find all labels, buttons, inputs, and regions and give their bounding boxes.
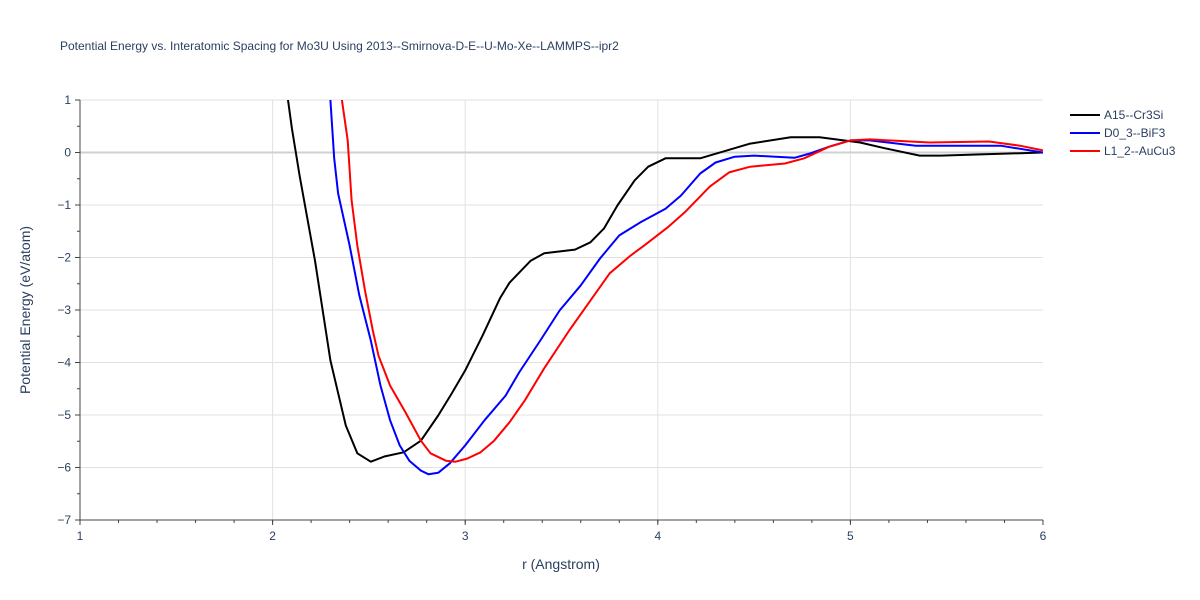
y-tick-label: −3	[57, 303, 71, 317]
legend-label: A15--Cr3Si	[1104, 108, 1163, 122]
legend-item[interactable]: L1_2--AuCu3	[1070, 144, 1176, 158]
grid	[80, 99, 1043, 520]
y-tick-label: 0	[64, 146, 71, 160]
legend-label: L1_2--AuCu3	[1104, 144, 1176, 158]
x-tick-label: 2	[269, 529, 276, 543]
y-tick-label: −6	[57, 461, 71, 475]
chart-title: Potential Energy vs. Interatomic Spacing…	[60, 39, 619, 53]
series-line-a15-cr3si	[287, 100, 1043, 463]
x-axis-title: r (Angstrom)	[522, 556, 600, 572]
x-tick-label: 4	[654, 529, 661, 543]
legend-label: D0_3--BiF3	[1104, 126, 1166, 140]
x-tick-label: 6	[1040, 529, 1047, 543]
x-tick-label: 3	[462, 529, 469, 543]
y-tick-label: −4	[57, 356, 71, 370]
series-line-l1-2-aucu3	[340, 100, 1043, 463]
y-tick-label: −5	[57, 408, 71, 422]
legend-item[interactable]: D0_3--BiF3	[1070, 126, 1166, 140]
y-tick-label: 1	[64, 93, 71, 107]
axes: 1 2 3 4 5 6 1 0 −1 −2 −3 −4 −5 −6 −7	[57, 93, 1046, 543]
y-tick-label: −2	[57, 251, 71, 265]
x-tick-label: 5	[847, 529, 854, 543]
y-axis-title: Potential Energy (eV/atom)	[17, 226, 33, 394]
series-line-d0-3-bif3	[329, 100, 1043, 476]
legend[interactable]: A15--Cr3Si D0_3--BiF3 L1_2--AuCu3	[1070, 108, 1176, 158]
x-tick-label: 1	[77, 529, 84, 543]
y-tick-label: −7	[57, 513, 71, 527]
y-tick-label: −1	[57, 198, 71, 212]
legend-item[interactable]: A15--Cr3Si	[1070, 108, 1163, 122]
plot-lines	[287, 100, 1043, 476]
